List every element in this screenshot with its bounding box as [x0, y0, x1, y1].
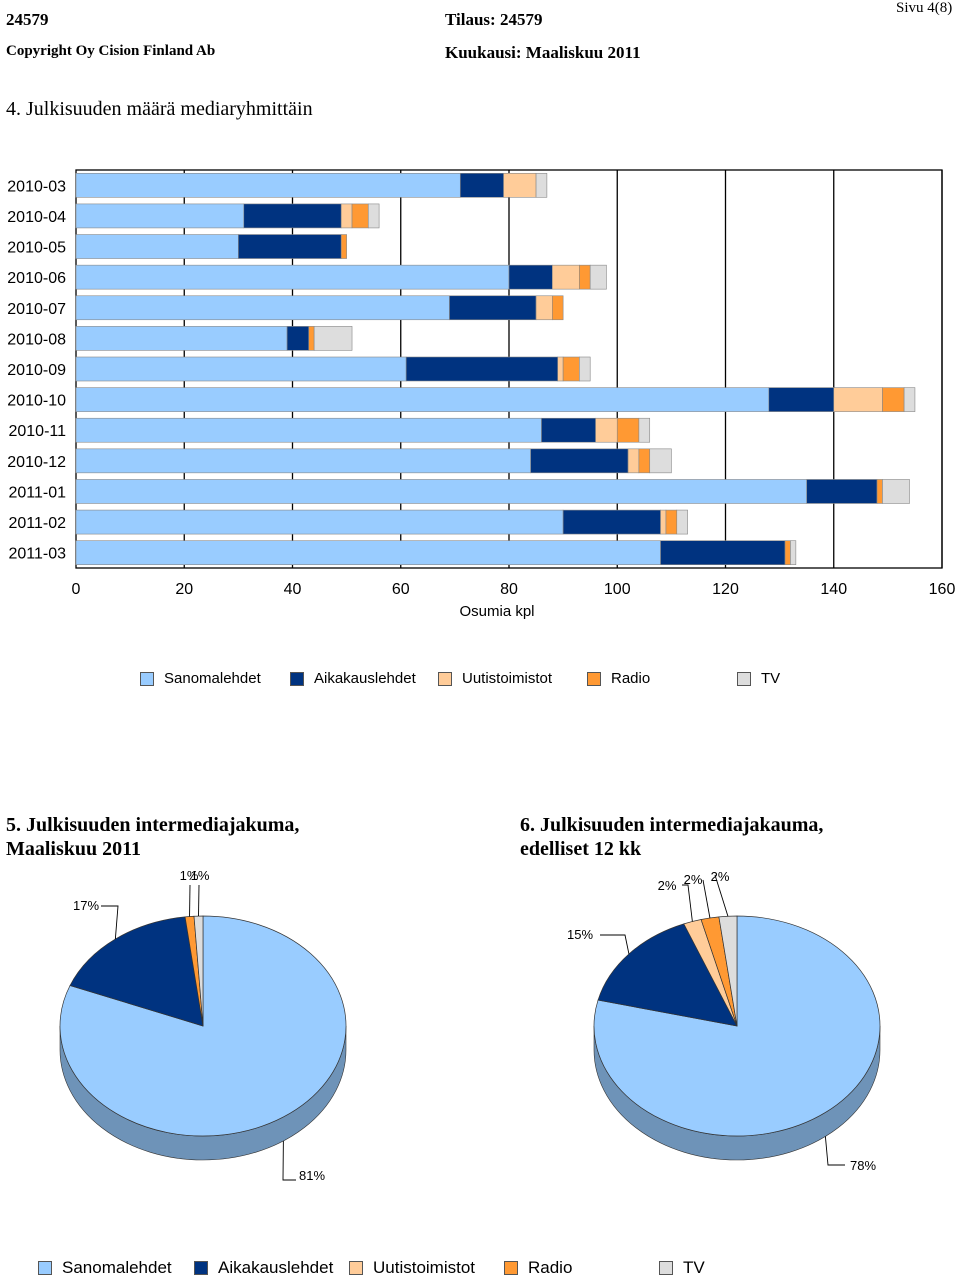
- pie-legend-swatch-radio: [504, 1261, 518, 1275]
- pie-legend-swatch-aikakauslehdet: [194, 1261, 208, 1275]
- pie-label-radio: 2%: [684, 872, 703, 887]
- pie-label-tv: 2%: [711, 869, 730, 884]
- leader-line: [703, 880, 710, 918]
- pie-legend-radio: Radio: [504, 1258, 659, 1278]
- pie-legend-swatch-sanomalehdet: [38, 1261, 52, 1275]
- pie-legend-tv: TV: [659, 1258, 705, 1278]
- leader-line: [682, 885, 692, 921]
- pie-label-uutistoimistot: 2%: [658, 878, 677, 893]
- leader-line: [600, 935, 629, 954]
- pie-legend-uutistoimistot: Uutistoimistot: [349, 1258, 504, 1278]
- pie-label-aikakauslehdet: 15%: [567, 927, 593, 942]
- pie-legend-swatch-tv: [659, 1261, 673, 1275]
- pie-chart-legend: Sanomalehdet Aikakauslehdet Uutistoimist…: [38, 1258, 705, 1278]
- pie-legend-aikakauslehdet: Aikakauslehdet: [194, 1258, 349, 1278]
- pie-label-sanomalehdet: 78%: [850, 1158, 876, 1173]
- leader-line: [825, 1136, 845, 1165]
- pie-legend-sanomalehdet: Sanomalehdet: [38, 1258, 194, 1278]
- pie-legend-swatch-uutistoimistot: [349, 1261, 363, 1275]
